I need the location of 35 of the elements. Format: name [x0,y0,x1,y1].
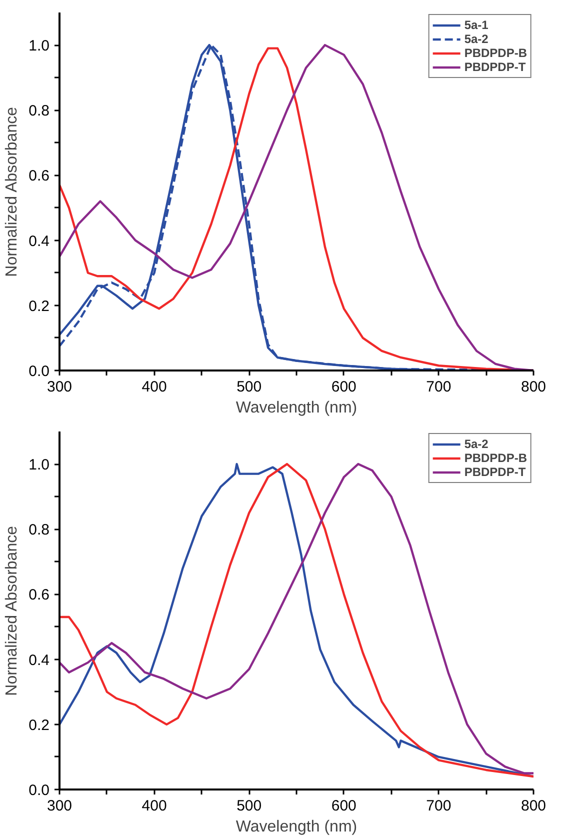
x-tick-label: 600 [331,798,356,814]
legend-label: PBDPDP-B [464,46,527,60]
y-tick-label: 0.2 [28,716,50,734]
y-tick-label: 0.2 [28,298,50,315]
y-axis-title: Normalized Absorbance [4,526,21,696]
legend-label: 5a-1 [464,18,488,32]
y-tick-label: 0.8 [28,102,50,120]
legend-label: PBDPDP-T [464,465,526,479]
x-tick-label: 300 [46,798,72,814]
legend-label: 5a-2 [464,437,488,451]
x-tick-label: 300 [46,378,72,396]
x-axis-title: Wavelength (nm) [236,818,358,836]
x-tick-label: 600 [331,378,356,396]
legend-label: PBDPDP-T [464,60,526,74]
x-tick-label: 400 [142,378,167,396]
legend-label: PBDPDP-B [464,451,527,465]
y-tick-label: 0.0 [28,782,50,799]
x-tick-label: 800 [520,378,546,396]
y-tick-label: 0.6 [28,168,50,185]
x-axis-title: Wavelength (nm) [236,400,358,416]
legend-label: 5a-2 [464,32,488,46]
y-tick-label: 0.0 [28,363,50,380]
y-tick-label: 0.4 [28,232,50,250]
x-tick-label: 800 [520,798,546,814]
x-tick-label: 700 [426,798,452,814]
y-axis-title: Normalized Absorbance [4,106,21,277]
x-tick-label: 700 [426,378,452,396]
y-tick-label: 1.0 [28,38,50,55]
y-tick-label: 0.8 [28,522,50,539]
x-tick-label: 500 [236,798,262,814]
y-tick-label: 0.6 [28,586,50,604]
y-tick-label: 0.4 [28,652,50,669]
x-tick-label: 500 [236,378,262,396]
x-tick-label: 400 [142,798,167,814]
y-tick-label: 1.0 [28,456,50,474]
